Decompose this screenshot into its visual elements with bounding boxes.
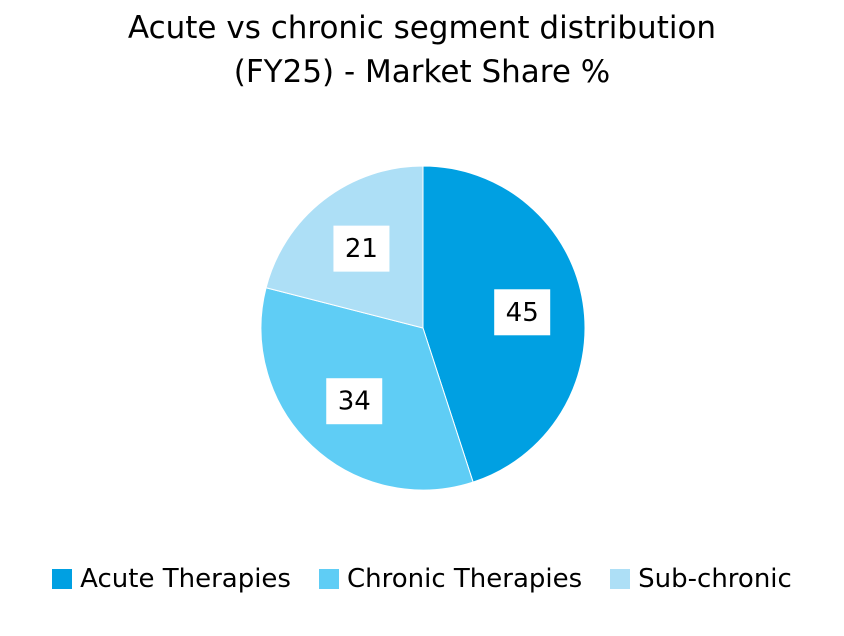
legend-item: Sub-chronic bbox=[610, 564, 792, 594]
legend-swatch bbox=[318, 569, 339, 589]
legend: Acute Therapies Chronic Therapies Sub-chro… bbox=[0, 564, 844, 594]
chart-title: Acute vs chronic segment distribution (F… bbox=[127, 10, 717, 90]
legend-label: Acute Therapies bbox=[80, 564, 291, 594]
data-label: 21 bbox=[345, 234, 378, 264]
legend-label: Sub-chronic bbox=[638, 564, 792, 594]
data-label: 34 bbox=[338, 387, 371, 417]
data-label: 45 bbox=[506, 298, 539, 328]
chart: 45 34 21 bbox=[260, 165, 586, 491]
legend-item: Acute Therapies bbox=[52, 564, 291, 594]
legend-item: Chronic Therapies bbox=[318, 564, 583, 594]
data-label-box bbox=[326, 378, 383, 425]
legend-swatch bbox=[52, 569, 73, 589]
data-label-box bbox=[333, 225, 390, 272]
data-label-box bbox=[494, 289, 551, 336]
legend-swatch bbox=[610, 569, 631, 589]
legend-label: Chronic Therapies bbox=[346, 564, 583, 594]
